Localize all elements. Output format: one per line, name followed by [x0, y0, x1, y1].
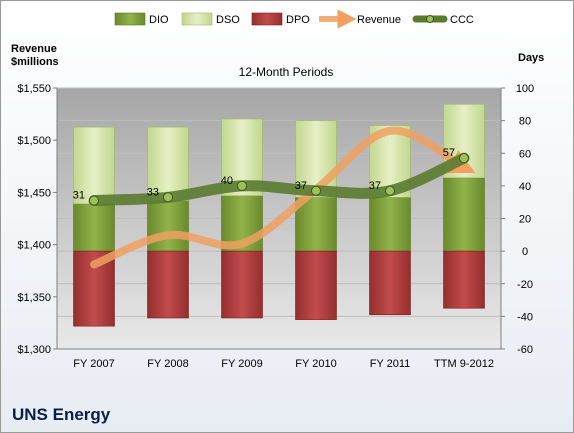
legend-swatch-ccc-dot — [426, 15, 434, 23]
right-tick-label: -60 — [517, 344, 533, 356]
right-tick-label: 60 — [519, 148, 531, 160]
ccc-point — [237, 180, 247, 191]
right-tick-label: 0 — [522, 246, 528, 258]
legend-label: DPO — [286, 14, 310, 26]
x-tick-label: FY 2007 — [73, 358, 114, 370]
dpo-bar — [221, 250, 263, 319]
right-tick-label: 40 — [519, 181, 531, 193]
ccc-label: 57 — [443, 147, 455, 159]
right-tick-label: 100 — [516, 83, 534, 95]
right-tick-label: -40 — [517, 311, 533, 323]
legend: DIO DSO DPO Revenue CCC — [114, 9, 474, 29]
dpo-bar — [147, 250, 189, 319]
ccc-point — [89, 195, 99, 206]
x-tick-label: TTM 9-2012 — [434, 358, 494, 370]
right-tick-label: 20 — [519, 214, 531, 226]
ccc-label: 40 — [221, 175, 233, 187]
dio-bar — [147, 200, 189, 252]
x-tick-label: FY 2011 — [370, 358, 411, 370]
dio-bar — [295, 196, 337, 252]
ccc-line — [88, 152, 470, 207]
left-axis-title-line1: Revenue — [11, 43, 57, 55]
dio-bar — [73, 203, 115, 252]
ccc-label: 33 — [147, 186, 159, 198]
ccc-label: 37 — [295, 180, 307, 192]
dio-bar — [443, 177, 485, 252]
x-tick-label: FY 2010 — [295, 358, 336, 370]
ccc-point — [163, 192, 173, 203]
x-tick-label: FY 2009 — [221, 358, 262, 370]
right-tick-label: -20 — [517, 279, 533, 291]
legend-label: DIO — [149, 14, 169, 26]
dpo-bar — [369, 250, 411, 316]
legend-swatch-dpo — [251, 12, 283, 26]
ccc-label: 37 — [369, 180, 381, 192]
legend-swatch-dso — [181, 12, 213, 26]
right-tick-label: 80 — [519, 116, 531, 128]
dso-bar — [147, 126, 189, 201]
dso-bar — [73, 126, 115, 205]
x-tick-label: FY 2008 — [147, 358, 188, 370]
right-axis-title: Days — [518, 52, 545, 64]
ccc-label: 31 — [73, 190, 85, 202]
left-tick-label: $1,300 — [17, 344, 51, 356]
left-axis-title-line2: $millions — [11, 56, 59, 68]
axes: $1,300 $1,350 $1,400 $1,450 $1,500 $1,550 -60 -… — [17, 83, 534, 370]
left-tick-label: $1,550 — [17, 83, 51, 95]
company-name: UNS Energy — [12, 405, 111, 424]
legend-label: CCC — [450, 14, 474, 26]
dpo-bar — [443, 250, 485, 309]
chart-title: 12-Month Periods — [239, 65, 334, 79]
legend-label: Revenue — [357, 14, 401, 26]
left-tick-label: $1,400 — [17, 240, 51, 252]
left-tick-label: $1,350 — [17, 292, 51, 304]
left-tick-label: $1,450 — [17, 187, 51, 199]
dpo-bar — [295, 250, 337, 320]
left-axis-title: Revenue $millions — [11, 43, 59, 69]
revenue-line — [90, 126, 476, 269]
dio-bar — [369, 196, 411, 252]
legend-label: DSO — [216, 14, 240, 26]
legend-swatch-dio — [114, 12, 146, 26]
ccc-point — [385, 185, 395, 196]
left-tick-label: $1,500 — [17, 135, 51, 147]
ccc-point — [459, 153, 469, 164]
lines: 31 33 40 37 37 57 — [73, 126, 476, 269]
ccc-point — [311, 185, 321, 196]
